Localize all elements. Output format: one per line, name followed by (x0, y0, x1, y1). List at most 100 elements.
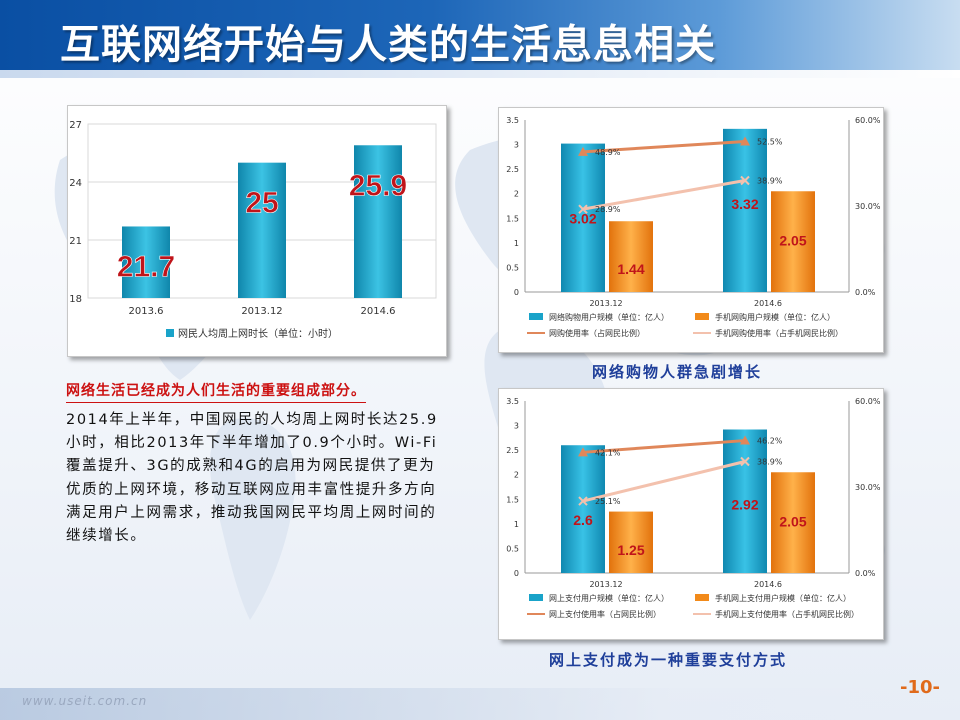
bar-series-1 (723, 128, 767, 292)
line-series-1 (582, 140, 746, 154)
bar-series-1 (561, 143, 605, 292)
page-title: 互联网络开始与人类的生活息息相关 (60, 22, 716, 68)
line-marker (578, 496, 588, 506)
x-tick-label: 2014.6 (754, 580, 782, 589)
text-block: 网络生活已经成为人们生活的重要组成部分。 2014年上半年，中国网民的人均周上网… (66, 380, 446, 548)
legend-swatch (695, 594, 709, 601)
y-tick-label: 1.5 (506, 495, 519, 504)
y-tick-label: 3 (514, 422, 519, 431)
line-marker (740, 456, 750, 467)
line-data-label: 38.9% (757, 176, 783, 185)
data-label: 3.32 (731, 196, 758, 212)
data-label: 2.6 (573, 512, 593, 528)
x-tick-label: 2014.6 (361, 306, 396, 317)
footer-bar (0, 688, 960, 720)
data-label: 2.92 (731, 497, 758, 513)
bar-series-2 (609, 511, 653, 573)
chart-online-shopping-caption: 网络购物人群急剧增长 (592, 363, 763, 381)
y-tick-label: 1 (514, 520, 519, 529)
line-marker (578, 146, 588, 156)
chart-online-payment-caption: 网上支付成为一种重要支付方式 (549, 651, 788, 669)
line-marker (740, 435, 750, 445)
y-tick-label: 0.5 (506, 544, 519, 553)
y2-tick-label: 60.0% (855, 116, 881, 125)
data-label: 3.02 (569, 211, 596, 227)
legend-label: 手机网购用户规模（单位：亿人） (715, 312, 835, 322)
body-paragraph: 2014年上半年，中国网民的人均周上网时长达25.9小时，相比2013年下半年增… (66, 412, 438, 545)
y-tick-label: 0.5 (506, 263, 519, 272)
chart-online-shopping-panel: 0 0.5 1 1.5 2 2.5 3 3.5 0.0% 30.0% 60.0% 3.02 1.44 20… (498, 107, 884, 353)
legend-label: 手机网上支付使用率（占手机网民比例） (715, 609, 859, 619)
y-tick-label: 18 (69, 294, 82, 305)
y-tick-label: 1.5 (506, 214, 519, 223)
data-label: 25.9 (349, 169, 407, 202)
page-number: -10- (900, 677, 940, 698)
bar (238, 162, 286, 298)
legend-label: 手机网上支付用户规模（单位：亿人） (715, 593, 851, 603)
legend-label: 手机网购使用率（占手机网民比例） (715, 328, 843, 338)
x-tick-label: 2013.12 (241, 306, 282, 317)
y2-tick-label: 0.0% (855, 569, 876, 578)
x-tick-label: 2013.12 (589, 580, 622, 589)
footer-url: www.useit.com.cn (22, 694, 148, 708)
data-label: 2.05 (779, 232, 806, 248)
legend-label: 网民人均周上网时长（单位：小时） (178, 327, 338, 340)
y-tick-label: 2.5 (506, 165, 519, 174)
legend-swatch (529, 313, 543, 320)
chart-online-shopping: 0 0.5 1 1.5 2 2.5 3 3.5 0.0% 30.0% 60.0% 3.02 1.44 20… (506, 116, 881, 338)
title-banner: 互联网络开始与人类的生活息息相关 (0, 0, 960, 78)
line-marker (578, 447, 588, 457)
line-data-label: 42.1% (595, 448, 621, 457)
y-tick-label: 3.5 (506, 116, 519, 125)
lead-sentence: 网络生活已经成为人们生活的重要组成部分。 (66, 380, 366, 403)
y-tick-label: 2.5 (506, 446, 519, 455)
y-tick-label: 3.5 (506, 397, 519, 406)
line-data-label: 28.9% (595, 205, 621, 214)
data-label: 2.05 (779, 513, 806, 529)
y2-tick-label: 60.0% (855, 397, 881, 406)
chart-online-hours-panel: 18 21 24 27 2013.6 21.7 2013.12 25 2014.6 25.9 网民人… (67, 105, 447, 357)
legend-label: 网购使用率（占网民比例） (549, 328, 645, 338)
line-marker (578, 204, 588, 214)
x-tick-label: 2013.12 (589, 299, 622, 308)
bar (122, 226, 170, 298)
line-data-label: 48.9% (595, 148, 621, 157)
legend-label: 网上支付用户规模（单位：亿人） (549, 593, 669, 603)
line-marker (740, 136, 750, 146)
data-label: 1.44 (617, 261, 644, 277)
y-tick-label: 1 (514, 239, 519, 248)
line-data-label: 25.1% (595, 497, 621, 506)
y-tick-label: 2 (514, 190, 519, 199)
bar-series-1 (561, 445, 605, 573)
legend-label: 网络购物用户规模（单位：亿人） (549, 312, 669, 322)
data-label: 21.7 (117, 250, 175, 283)
y-tick-label: 27 (69, 120, 82, 131)
x-tick-label: 2014.6 (754, 299, 782, 308)
chart-online-payment-panel: 0 0.5 1 1.5 2 2.5 3 3.5 0.0% 30.0% 60.0% 2.6 1.25 201… (498, 388, 884, 640)
y2-tick-label: 30.0% (855, 202, 881, 211)
line-series-2 (582, 179, 746, 211)
banner-stripe (0, 70, 960, 78)
data-label: 1.25 (617, 542, 644, 558)
y2-tick-label: 0.0% (855, 288, 876, 297)
y-tick-label: 0 (514, 288, 519, 297)
legend-swatch (166, 329, 174, 337)
bar-series-1 (723, 429, 767, 573)
bar-series-2 (771, 191, 815, 292)
chart-online-hours: 18 21 24 27 2013.6 21.7 2013.12 25 2014.6 25.9 网民人… (69, 120, 437, 340)
legend-label: 网上支付使用率（占网民比例） (549, 609, 661, 619)
line-marker (740, 175, 750, 186)
bar (354, 145, 402, 298)
x-tick-label: 2013.6 (129, 306, 164, 317)
y-tick-label: 3 (514, 141, 519, 150)
bar-series-2 (609, 221, 653, 292)
line-series-2 (582, 460, 746, 503)
y-tick-label: 2 (514, 471, 519, 480)
line-series-1 (582, 439, 746, 454)
chart-online-payment: 0 0.5 1 1.5 2 2.5 3 3.5 0.0% 30.0% 60.0% 2.6 1.25 201… (506, 397, 881, 619)
line-data-label: 38.9% (757, 457, 783, 466)
y2-tick-label: 30.0% (855, 483, 881, 492)
line-data-label: 52.5% (757, 138, 783, 147)
legend-swatch (695, 313, 709, 320)
line-data-label: 46.2% (757, 437, 783, 446)
